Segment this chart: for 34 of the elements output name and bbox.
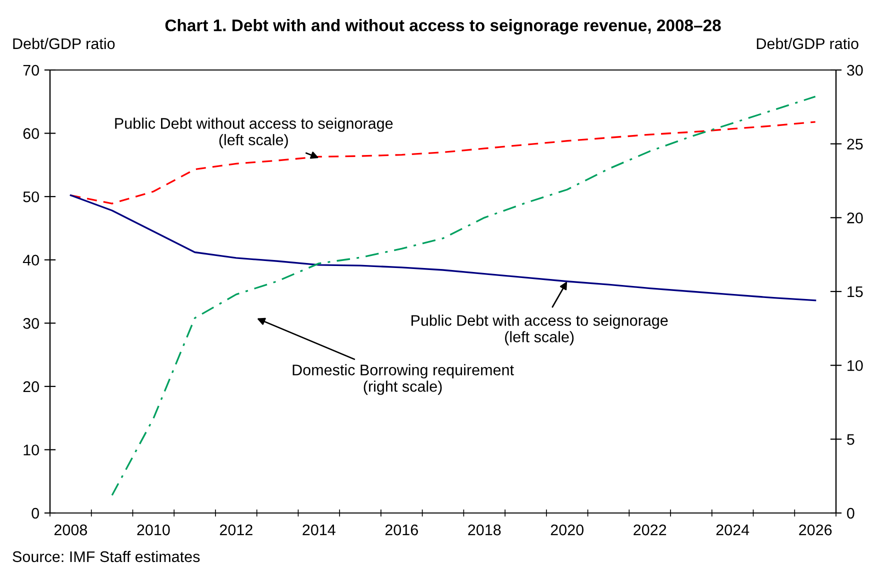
x-tick-label: 2010 [137,524,170,536]
y-tick-label: 20 [23,381,39,392]
x-tick-label: 2020 [550,524,584,536]
y2-tick-label: 20 [847,212,863,224]
x-tick-label: 2014 [302,524,336,536]
y2-axis-title: Debt/GDP ratio [756,38,858,50]
y2-tick-label: 10 [848,360,863,372]
line-series [70,194,816,302]
x-tick-label: 2026 [799,524,832,536]
y-tick-label: 60 [23,128,39,139]
y-tick-label: 40 [22,254,39,266]
y-tick-label: 50 [23,191,39,202]
annotation: Domestic Borrowing requirement (right scale) [292,364,514,395]
x-tick-label: 2024 [716,524,750,536]
x-tick-label: 2012 [220,524,252,536]
annotation: Public Debt without access to seignorage (left scale) [115,118,393,148]
x-tick-label: 2008 [54,524,88,536]
y2-tick-label: 0 [847,508,854,519]
x-tick-label: 2016 [385,524,418,536]
y-tick-label: 30 [23,318,39,329]
x-tick-label: 2022 [634,524,666,536]
y2-tick-label: 25 [847,138,863,150]
y2-tick-label: 30 [847,64,863,76]
source-note: Source: IMF Staff estimates [12,550,200,562]
y2-tick-label: 15 [848,286,863,298]
annotation: Public Debt with access to seignorage (left scale) [412,314,668,346]
y-axis-title: Debt/GDP ratio [13,38,115,50]
y-tick-label: 70 [23,64,39,76]
y2-tick-label: 5 [847,434,854,445]
x-tick-label: 2018 [468,524,501,536]
chart-title: Chart 1. Debt with and without access to seignorage revenue, 2008–28 [165,19,721,35]
y-tick-label: 10 [24,444,39,456]
line-series [111,96,816,496]
y-tick-label: 0 [32,508,39,519]
